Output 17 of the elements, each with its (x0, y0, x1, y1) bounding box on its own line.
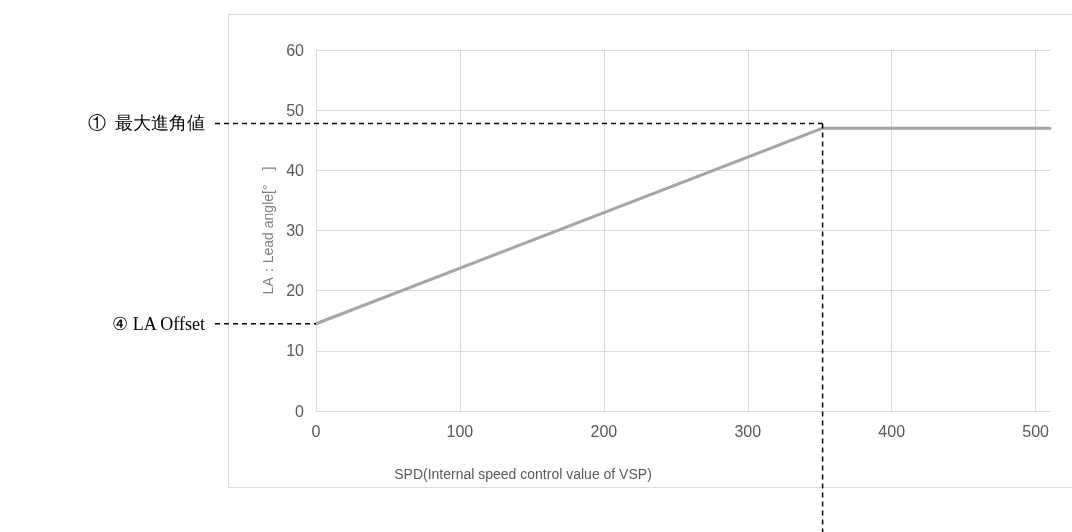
y-tick-label: 0 (295, 402, 305, 420)
y-tick-label: 40 (286, 161, 305, 179)
y-tick-label: 50 (286, 101, 305, 119)
y-axis-title: LA：Lead angle[° ] (260, 166, 277, 295)
y-tick-label: 60 (286, 41, 305, 59)
y-tick-label: 20 (286, 282, 305, 300)
ref-line-label: ④ LA Offset (112, 313, 205, 334)
x-tick-label: 400 (878, 422, 906, 440)
ref-line-label: ① 最大進角値 (88, 113, 205, 134)
x-tick-label: 200 (590, 422, 618, 440)
x-tick-label: 0 (311, 422, 321, 440)
x-axis-title: SPD(Internal speed control value of VSP) (394, 466, 652, 482)
x-tick-label: 100 (446, 422, 474, 440)
x-tick-label: 300 (734, 422, 762, 440)
y-tick-label: 10 (286, 342, 305, 360)
x-tick-label: 500 (1022, 422, 1050, 440)
y-tick-label: 30 (286, 222, 305, 239)
